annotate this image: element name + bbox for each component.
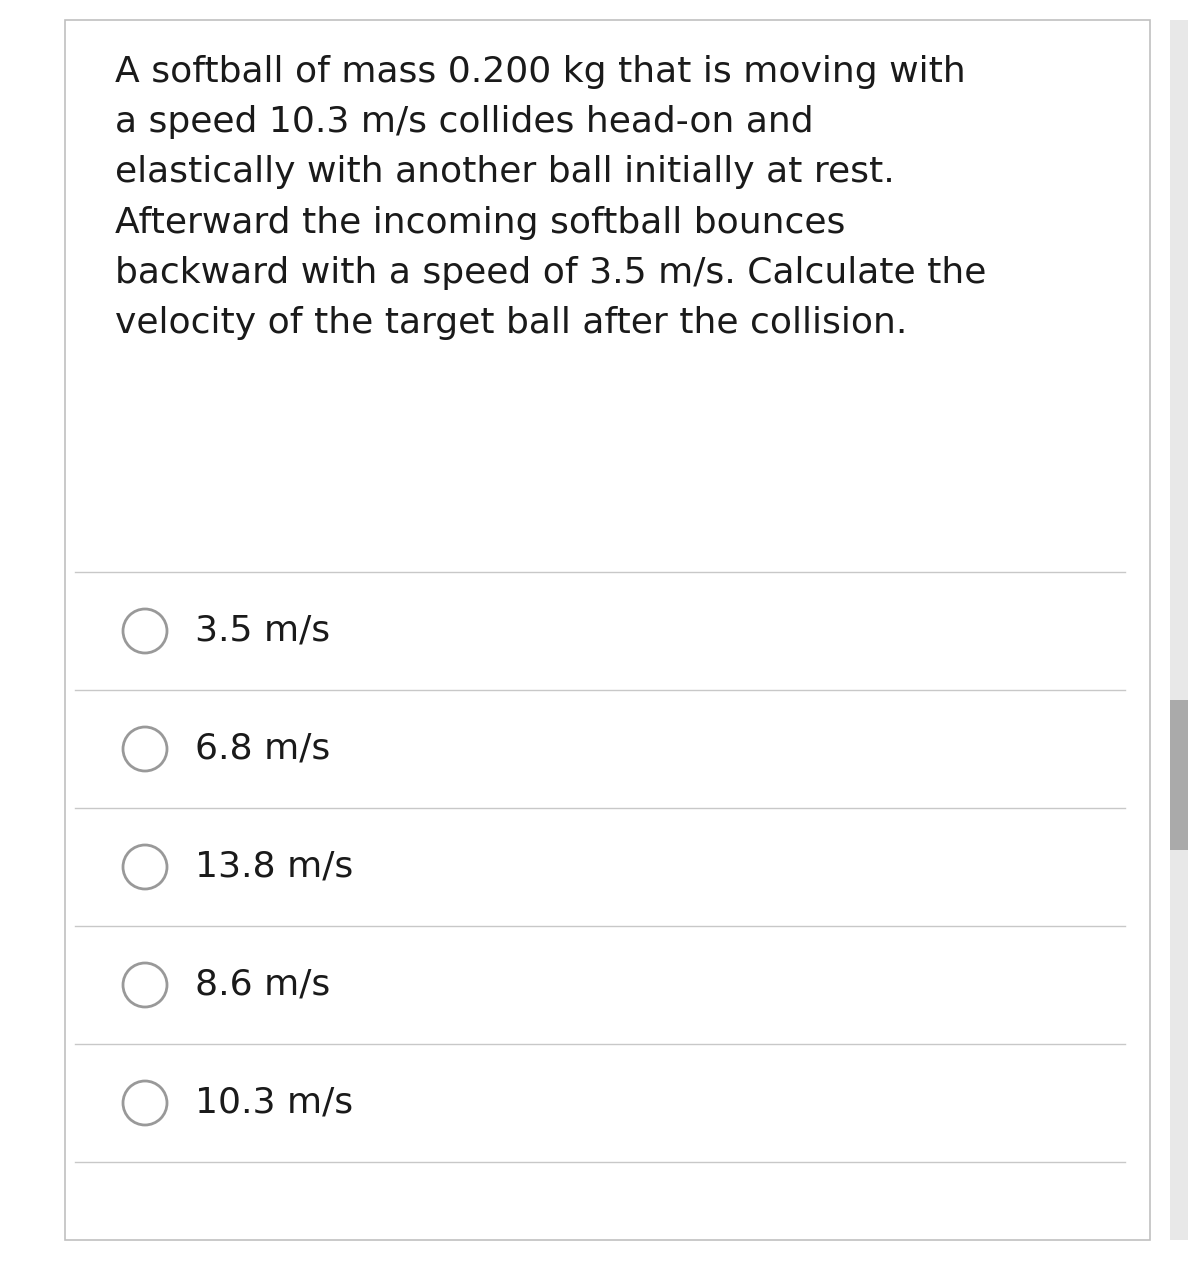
Text: 10.3 m/s: 10.3 m/s [194,1085,353,1120]
Text: 8.6 m/s: 8.6 m/s [194,969,330,1002]
Text: A softball of mass 0.200 kg that is moving with
a speed 10.3 m/s collides head-o: A softball of mass 0.200 kg that is movi… [115,55,986,341]
Text: 13.8 m/s: 13.8 m/s [194,850,353,885]
Bar [1170,700,1188,850]
Text: 3.5 m/s: 3.5 m/s [194,614,330,648]
Text: 6.8 m/s: 6.8 m/s [194,732,330,766]
Bar [1170,20,1188,1240]
